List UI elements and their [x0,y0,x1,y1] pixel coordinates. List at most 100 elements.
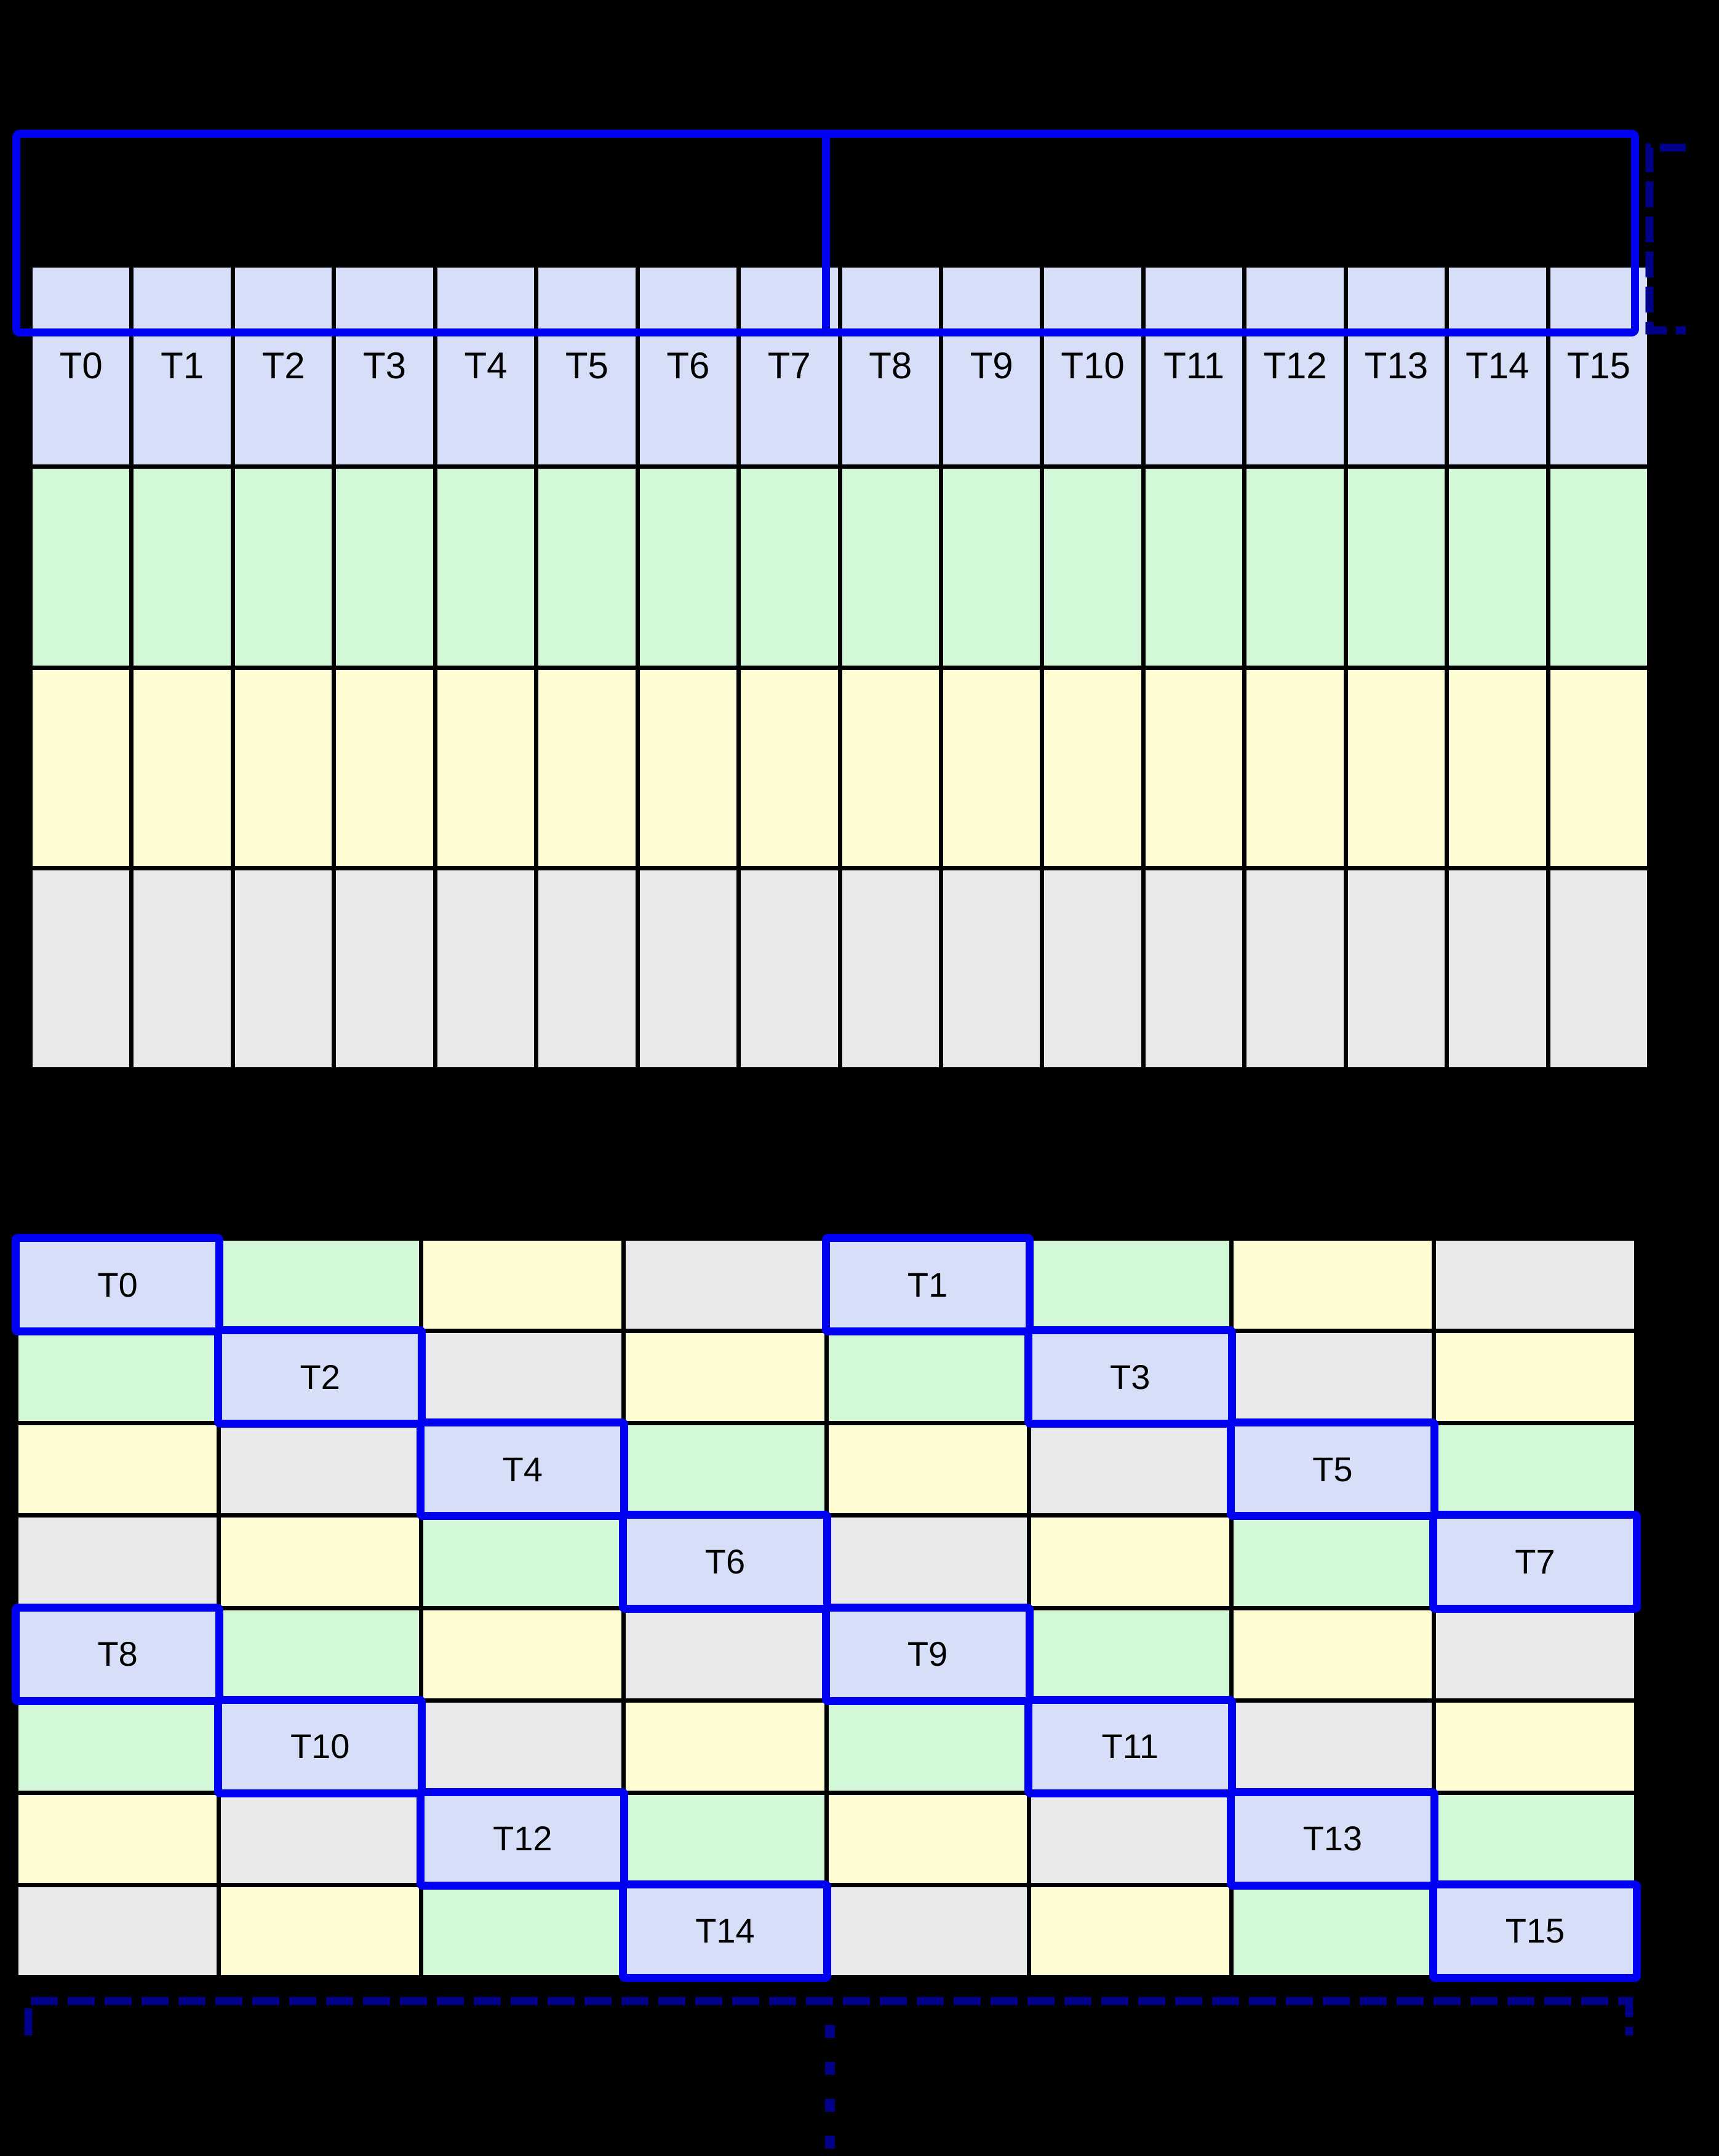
green-memory-cell [1435,1794,1634,1883]
green-memory-cell [943,468,1040,666]
gray-memory-cell [1246,870,1344,1067]
gray-memory-cell [1449,870,1546,1067]
thread-label: T11 [1163,344,1224,386]
thread-cell-T11: T11 [1024,1695,1236,1797]
gray-memory-cell [33,870,130,1067]
thread-label: T5 [1312,1449,1353,1489]
gray-memory-cell [221,1425,420,1514]
thread-label: T6 [666,344,710,386]
thread-cell-T5: T5 [538,268,636,464]
thread-cell-T0: T0 [33,268,130,464]
thread-label: T0 [97,1265,138,1304]
green-memory-cell [1233,1518,1432,1606]
gray-memory-cell [1044,870,1141,1067]
yellow-memory-cell [828,1425,1027,1514]
yellow-memory-cell [1233,1610,1432,1698]
top-grid: T0 T1 T2 T3 T4 T5 T6 T7 T8 T9 T10 T11 T12 T13 T14 T15 [28,263,1651,1072]
thread-cell-T4: T4 [417,1418,629,1521]
right-row-bracket-icon [1645,143,1686,335]
thread-label: T2 [261,344,305,386]
gray-memory-cell [842,870,939,1067]
green-memory-cell [1044,468,1141,666]
gray-memory-cell [828,1518,1027,1606]
yellow-memory-cell [538,669,636,867]
green-memory-cell [1550,468,1647,666]
yellow-memory-cell [741,669,838,867]
yellow-memory-cell [221,1887,420,1975]
gray-memory-cell [626,1610,824,1698]
thread-cell-T9: T9 [821,1603,1034,1705]
thread-cell-T0: T0 [11,1233,224,1336]
thread-cell-T11: T11 [1145,268,1243,464]
thread-label: T5 [565,344,608,386]
yellow-memory-cell [626,1333,824,1422]
yellow-memory-cell [18,1425,217,1514]
thread-cell-T10: T10 [214,1695,426,1797]
thread-cell-T5: T5 [1226,1418,1439,1521]
top-grid-wrap: T0 T1 T2 T3 T4 T5 T6 T7 T8 T9 T10 T11 T12 T13 T14 T15 [12,130,1651,1072]
thread-cell-T1: T1 [134,268,231,464]
thread-label: T9 [907,1634,948,1674]
thread-label: T10 [1061,344,1125,386]
thread-label: T3 [363,344,407,386]
green-memory-cell [828,1702,1027,1791]
yellow-memory-cell [33,669,130,867]
gray-memory-cell [234,870,332,1067]
green-memory-cell [538,468,636,666]
gray-memory-cell [1347,870,1445,1067]
thread-label: T13 [1364,344,1429,386]
green-memory-cell [18,1702,217,1791]
yellow-memory-cell [842,669,939,867]
thread-label: T7 [1515,1541,1555,1581]
thread-cell-T6: T6 [639,268,737,464]
thread-cell-T8: T8 [842,268,939,464]
gray-memory-cell [423,1333,622,1422]
yellow-memory-cell [1347,669,1445,867]
green-memory-cell [18,1333,217,1422]
yellow-memory-cell [639,669,737,867]
green-memory-cell [1031,1241,1229,1329]
thread-cell-T2: T2 [234,268,332,464]
green-memory-cell [33,468,130,666]
thread-label: T1 [907,1265,948,1304]
thread-label: T4 [464,344,508,386]
green-memory-cell [626,1425,824,1514]
green-memory-cell [423,1887,622,1975]
thread-cell-T10: T10 [1044,268,1141,464]
green-memory-cell [1435,1425,1634,1514]
thread-label: T11 [1101,1727,1159,1766]
green-memory-cell [741,468,838,666]
gray-memory-cell [1435,1241,1634,1329]
gray-memory-cell [437,870,535,1067]
yellow-memory-cell [1246,669,1344,867]
green-memory-cell [842,468,939,666]
thread-label: T10 [290,1727,350,1766]
thread-cell-T1: T1 [821,1233,1034,1336]
thread-label: T14 [695,1911,755,1951]
thread-cell-T15: T15 [1429,1880,1641,1983]
gray-memory-cell [221,1794,420,1883]
thread-label: T15 [1566,344,1630,386]
yellow-memory-cell [1550,669,1647,867]
thread-label: T1 [161,344,204,386]
thread-label: T8 [97,1634,138,1674]
thread-label: T7 [767,344,811,386]
green-memory-cell [1233,1887,1432,1975]
green-memory-cell [1449,468,1546,666]
thread-cell-T9: T9 [943,268,1040,464]
yellow-memory-cell [336,669,433,867]
thread-cell-T2: T2 [214,1326,426,1428]
gray-memory-cell [1031,1794,1229,1883]
thread-cell-T7: T7 [1429,1511,1641,1613]
thread-label: T6 [704,1541,746,1581]
yellow-memory-cell [423,1241,622,1329]
thread-cell-T7: T7 [741,268,838,464]
thread-cell-T4: T4 [437,268,535,464]
yellow-memory-cell [943,669,1040,867]
yellow-memory-cell [221,1518,420,1606]
gray-memory-cell [1145,870,1243,1067]
gray-memory-cell [336,870,433,1067]
gray-memory-cell [1550,870,1647,1067]
thread-cell-T8: T8 [11,1603,224,1705]
